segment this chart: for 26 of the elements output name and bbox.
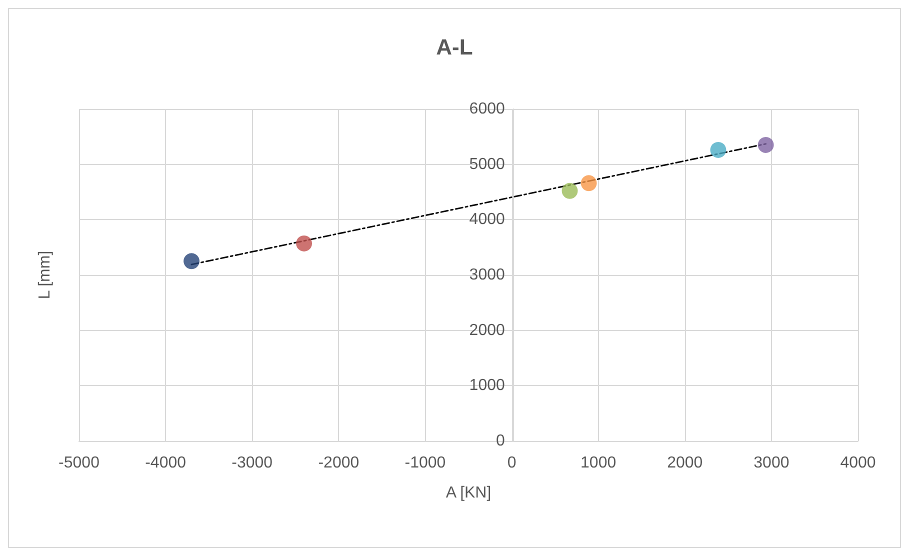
- y-tick-label: 3000: [469, 266, 505, 284]
- x-tick-label: -2000: [318, 454, 360, 472]
- x-tick-label: 4000: [840, 454, 876, 472]
- x-tick-label: 1000: [580, 454, 616, 472]
- y-axis-title: L [mm]: [36, 250, 54, 300]
- point: [184, 253, 200, 270]
- x-tick-label: 3000: [754, 454, 790, 472]
- x-tick-label: -1000: [404, 454, 446, 472]
- point: [580, 175, 597, 192]
- x-tick-label: 2000: [667, 454, 703, 472]
- x-axis-title: A [KN]: [446, 484, 492, 502]
- y-tick-label: 1000: [469, 377, 505, 394]
- y-tick-label: 2000: [469, 322, 505, 339]
- point: [710, 142, 726, 158]
- y-tick-label: 4000: [469, 211, 505, 228]
- y-tick-label: 5000: [469, 156, 505, 173]
- y-tick-label: 0: [496, 432, 505, 450]
- point: [296, 235, 312, 252]
- x-tick-label: -4000: [145, 454, 186, 472]
- point: [758, 136, 774, 153]
- x-tick-label: -3000: [232, 454, 273, 472]
- chart-title: A-L: [436, 34, 473, 60]
- y-tick-label: 6000: [469, 100, 505, 118]
- point: [562, 182, 578, 199]
- x-tick-label: 0: [507, 454, 516, 472]
- x-tick-label: -5000: [58, 454, 100, 472]
